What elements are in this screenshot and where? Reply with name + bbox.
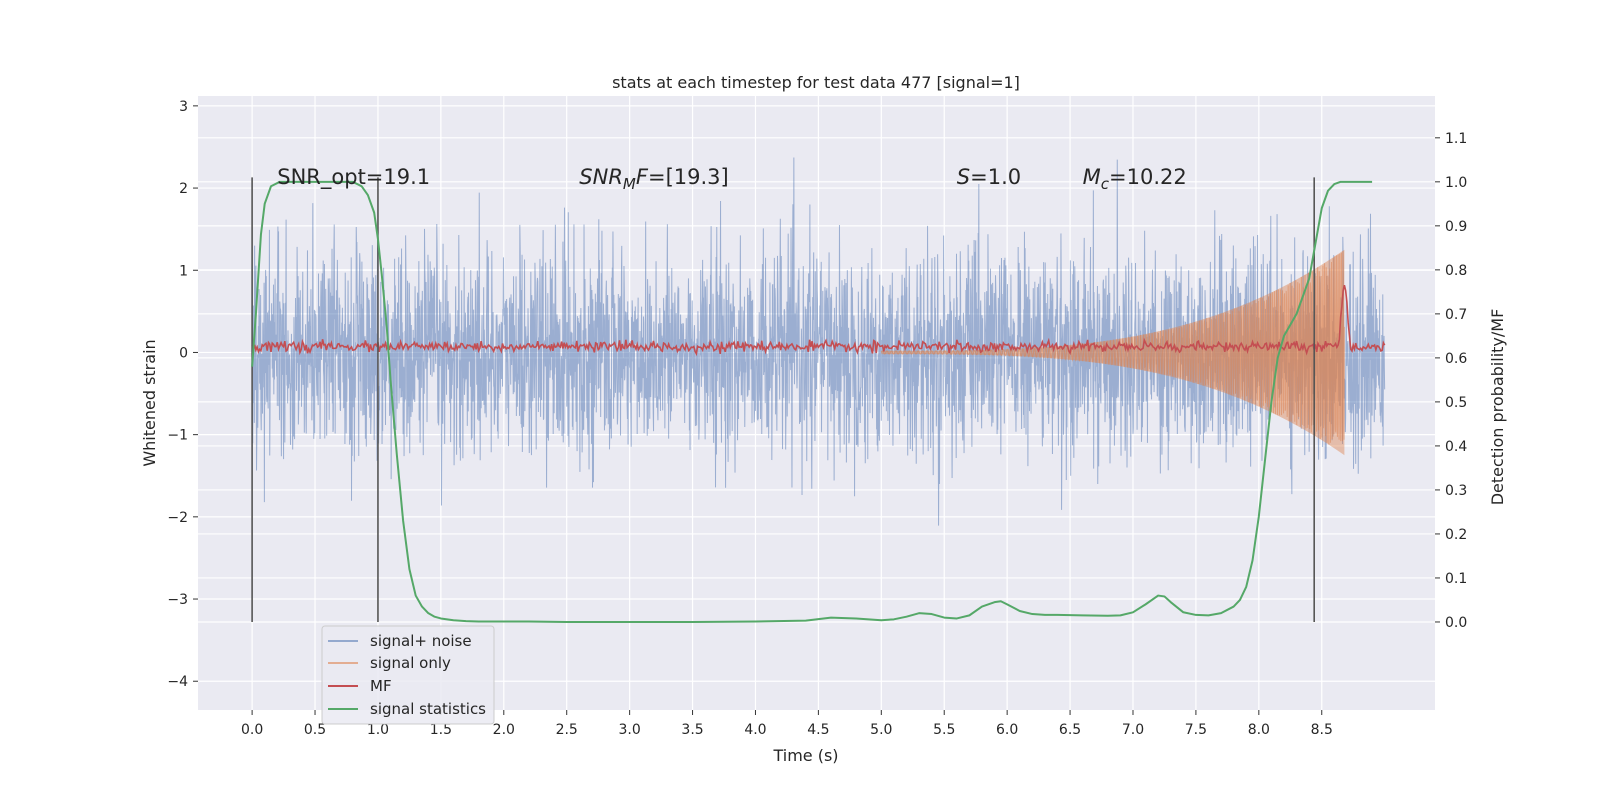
- legend-label-signal-statistics: signal statistics: [370, 700, 486, 718]
- annotation-symbol: SNR: [579, 165, 623, 189]
- x-tick-label: 6.5: [1059, 722, 1081, 738]
- y-right-tick-label: 0.1: [1445, 571, 1467, 587]
- x-tick-label: 2.5: [556, 722, 578, 738]
- annotation-mc: Mc=10.22: [1083, 165, 1187, 193]
- x-tick-label: 8.0: [1248, 722, 1270, 738]
- annotation-symbol: M: [1083, 165, 1101, 189]
- y-right-tick-label: 0.6: [1445, 351, 1467, 367]
- x-tick-label: 0.5: [304, 722, 326, 738]
- y-right-tick-label: 0.4: [1445, 439, 1467, 455]
- annotation-s: S=1.0: [957, 165, 1021, 189]
- annotation-subscript: c: [1101, 175, 1110, 193]
- x-tick-label: 8.5: [1311, 722, 1333, 738]
- series-signal-noise: [251, 157, 1386, 526]
- y-right-tick-label: 1.0: [1445, 175, 1467, 191]
- x-tick-label: 0.0: [241, 722, 263, 738]
- x-axis-label: Time (s): [772, 746, 838, 765]
- annotation-value: =[19.3]: [648, 165, 729, 189]
- noise-line: [251, 157, 1386, 526]
- legend-label-signal-noise: signal+ noise: [370, 632, 472, 650]
- x-tick-label: 1.0: [367, 722, 389, 738]
- signal-line: [880, 251, 1345, 445]
- annotation-snr_mf: SNRMF=[19.3]: [579, 165, 728, 193]
- x-tick-label: 5.0: [870, 722, 892, 738]
- y-right-tick-label: 0.3: [1445, 483, 1467, 499]
- series-mf: [251, 284, 1386, 357]
- y-right-tick-label: 0.5: [1445, 395, 1467, 411]
- annotation-symbol: S: [957, 165, 970, 189]
- x-tick-label: 4.5: [807, 722, 829, 738]
- y-left-tick-label: 1: [179, 263, 188, 279]
- y-left-tick-label: 2: [179, 181, 188, 197]
- y-left-axis-ticks: 3 2 1 0 −1 −2 −3 −4: [167, 99, 198, 690]
- legend: signal+ noise signal only MF signal stat…: [321, 625, 495, 725]
- y-left-axis-label: Whitened strain: [140, 339, 159, 466]
- legend-label-mf: MF: [370, 677, 392, 695]
- x-tick-label: 7.0: [1122, 722, 1144, 738]
- series-signal-statistics: [251, 180, 1373, 623]
- y-right-axis-ticks: 1.1 1.0 0.9 0.8 0.7 0.6 0.5 0.4 0.3 0.2 0.1 0.0: [1435, 131, 1467, 631]
- x-tick-label: 3.5: [681, 722, 703, 738]
- x-tick-label: 2.0: [493, 722, 515, 738]
- x-tick-label: 4.0: [744, 722, 766, 738]
- y-left-tick-label: −2: [167, 510, 188, 526]
- y-left-tick-label: 3: [179, 99, 188, 115]
- y-right-tick-label: 0.9: [1445, 219, 1467, 235]
- annotation-snr_opt: SNR_opt=19.1: [277, 165, 430, 190]
- annotation-value: =10.22: [1109, 165, 1187, 189]
- y-right-tick-label: 1.1: [1445, 131, 1467, 147]
- x-axis-ticks: 0.0 0.5 1.0 1.5 2.0 2.5 3.0 3.5 4.0 4.5 5.0 5.5 6.0 6…: [241, 710, 1333, 738]
- chart-title: stats at each timestep for test data 477…: [612, 73, 1020, 92]
- annotation-symbol-suffix: F: [636, 165, 649, 189]
- x-tick-label: 6.0: [996, 722, 1018, 738]
- y-right-axis-label: Detection probability/MF: [1488, 309, 1507, 506]
- x-tick-label: 1.5: [430, 722, 452, 738]
- y-left-tick-label: −3: [167, 592, 188, 608]
- annotation-value: =1.0: [970, 165, 1021, 189]
- y-left-tick-label: −4: [167, 674, 188, 690]
- x-tick-label: 5.5: [933, 722, 955, 738]
- mf-line: [251, 284, 1386, 357]
- y-right-tick-label: 0.2: [1445, 527, 1467, 543]
- x-tick-label: 7.5: [1185, 722, 1207, 738]
- y-right-tick-label: 0.8: [1445, 263, 1467, 279]
- y-left-tick-label: −1: [167, 428, 188, 444]
- stats-line: [251, 180, 1373, 623]
- legend-label-signal-only: signal only: [370, 654, 451, 672]
- legend-box: [321, 625, 495, 725]
- y-right-tick-label: 0.0: [1445, 615, 1467, 631]
- x-tick-label: 3.0: [618, 722, 640, 738]
- series-signal-only: [880, 249, 1345, 456]
- annotation-subscript: M: [623, 175, 636, 193]
- y-right-tick-label: 0.7: [1445, 307, 1467, 323]
- y-left-tick-label: 0: [179, 345, 188, 361]
- annotations: SNR_opt=19.1 SNRMF=[19.3] S=1.0 Mc=10.22: [277, 165, 1186, 193]
